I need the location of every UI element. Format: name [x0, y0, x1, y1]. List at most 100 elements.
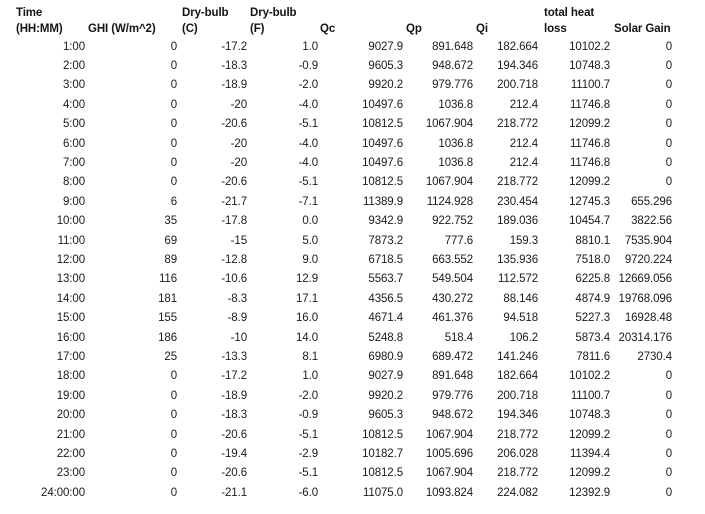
cell-drybulb_f: -5.1: [298, 467, 319, 480]
cell-ghi: 35: [164, 215, 177, 228]
cell-drybulb_c: -20: [230, 157, 247, 170]
cell-drybulb_c: -18.3: [221, 60, 247, 73]
cell-qc: 11075.0: [362, 486, 403, 499]
table-row: 8:00 0 -20.6 -5.1 10812.5 1067.904 218.772 1209…: [0, 173, 672, 192]
cell-qp: 979.776: [432, 389, 473, 402]
cell-time: 15:00: [56, 312, 85, 325]
cell-qp: 979.776: [432, 79, 473, 92]
table-row: 16:00 186 -10 14.0 5248.8 518.4 106.2 5873.4 203…: [0, 328, 672, 347]
cell-ghi: 25: [164, 350, 177, 363]
cell-ghi: 0: [170, 467, 177, 480]
cell-ghi: 0: [170, 389, 177, 402]
cell-qi: 194.346: [497, 409, 538, 422]
cell-drybulb_c: -20.6: [221, 428, 247, 441]
cell-drybulb_c: -17.8: [221, 215, 247, 228]
cell-drybulb_f: -4.0: [298, 157, 319, 170]
cell-qc: 9027.9: [368, 370, 403, 383]
table-row: 9:00 6 -21.7 -7.1 11389.9 1124.928 230.454 1274…: [0, 192, 672, 211]
cell-solar_gain: 9720.224: [624, 253, 672, 266]
cell-qi: 200.718: [497, 79, 538, 92]
table-row: 7:00 0 -20 -4.0 10497.6 1036.8 212.4 11746.8 0: [0, 153, 672, 172]
cell-qp: 1036.8: [438, 157, 473, 170]
cell-drybulb_f: -5.1: [298, 176, 319, 189]
cell-time: 1:00: [63, 40, 85, 53]
cell-solar_gain: 16928.48: [624, 312, 672, 325]
table-row: 3:00 0 -18.9 -2.0 9920.2 979.776 200.718 11100.…: [0, 76, 672, 95]
cell-total_heat_loss: 11746.8: [569, 157, 610, 170]
cell-ghi: 0: [170, 447, 177, 460]
cell-time: 13:00: [56, 273, 85, 286]
cell-total_heat_loss: 10102.2: [569, 40, 610, 53]
cell-drybulb_c: -19.4: [221, 447, 247, 460]
cell-time: 22:00: [56, 447, 85, 460]
cell-solar_gain: 0: [665, 40, 672, 53]
cell-qi: 212.4: [509, 137, 538, 150]
cell-qi: 94.518: [503, 312, 538, 325]
cell-total_heat_loss: 12745.3: [569, 195, 610, 208]
table-row: 20:00 0 -18.3 -0.9 9605.3 948.672 194.346 10748…: [0, 405, 672, 424]
cell-qc: 6718.5: [368, 253, 403, 266]
cell-solar_gain: 12669.056: [618, 273, 673, 286]
cell-total_heat_loss: 12099.2: [569, 428, 610, 441]
cell-qp: 1093.824: [425, 486, 473, 499]
cell-qi: 218.772: [497, 176, 538, 189]
cell-solar_gain: 0: [665, 409, 672, 422]
cell-qp: 1124.928: [426, 195, 473, 208]
cell-total_heat_loss: 12392.9: [569, 486, 610, 499]
cell-total_heat_loss: 6225.8: [575, 273, 610, 286]
cell-solar_gain: 2730.4: [637, 350, 672, 363]
cell-time: 18:00: [56, 370, 85, 383]
cell-solar_gain: 3822.56: [631, 215, 672, 228]
cell-qi: 212.4: [509, 157, 538, 170]
cell-total_heat_loss: 10748.3: [569, 60, 610, 73]
table-row: 13:00 116 -10.6 12.9 5563.7 549.504 112.572 622…: [0, 270, 672, 289]
cell-qi: 206.028: [497, 447, 538, 460]
cell-time: 9:00: [63, 195, 85, 208]
cell-drybulb_c: -13.3: [221, 350, 247, 363]
header-row-line2: (HH:MM) GHI (W/m^2) (C) (F) Qc Qp Qi loss Solar …: [0, 21, 672, 37]
cell-drybulb_c: -18.3: [221, 409, 247, 422]
cell-ghi: 0: [170, 157, 177, 170]
column-header-total_heat_loss-line2: loss: [544, 23, 567, 35]
cell-ghi: 155: [158, 312, 177, 325]
cell-solar_gain: 0: [665, 370, 672, 383]
cell-qp: 1067.904: [425, 428, 473, 441]
column-header-drybulb_c-line2: (C): [182, 23, 198, 35]
cell-time: 24:00:00: [41, 486, 85, 499]
column-header-time-line1: Time: [16, 7, 43, 19]
cell-qp: 518.4: [444, 331, 473, 344]
cell-solar_gain: 0: [665, 486, 672, 499]
table-row: 5:00 0 -20.6 -5.1 10812.5 1067.904 218.772 1209…: [0, 115, 672, 134]
cell-ghi: 0: [170, 98, 177, 111]
table-row: 12:00 89 -12.8 9.0 6718.5 663.552 135.936 7518.…: [0, 250, 672, 269]
cell-drybulb_c: -17.2: [221, 40, 247, 53]
cell-qi: 159.3: [509, 234, 538, 247]
cell-qi: 182.664: [497, 370, 538, 383]
cell-solar_gain: 0: [665, 60, 672, 73]
header-row-line1: Time Dry-bulb Dry-bulb total heat: [0, 5, 672, 21]
cell-drybulb_c: -18.9: [221, 79, 247, 92]
column-header-ghi-line2: GHI (W/m^2): [88, 23, 156, 35]
cell-qc: 7873.2: [368, 234, 403, 247]
cell-time: 7:00: [63, 157, 85, 170]
column-header-qp-line2: Qp: [406, 23, 422, 35]
cell-drybulb_c: -17.2: [221, 370, 247, 383]
cell-drybulb_c: -12.8: [221, 253, 247, 266]
cell-drybulb_f: -7.1: [298, 195, 319, 208]
table-row: 14:00 181 -8.3 17.1 4356.5 430.272 88.146 4874.…: [0, 289, 672, 308]
column-header-solar_gain-line2: Solar Gain: [614, 23, 671, 35]
cell-solar_gain: 0: [665, 176, 672, 189]
cell-solar_gain: 0: [665, 447, 672, 460]
cell-total_heat_loss: 12099.2: [569, 467, 610, 480]
cell-qi: 141.246: [497, 350, 538, 363]
column-header-qi-line1: [473, 5, 538, 21]
spreadsheet-table-view: Time Dry-bulb Dry-bulb total heat (HH:MM) GH…: [0, 5, 705, 514]
cell-time: 20:00: [56, 409, 85, 422]
cell-drybulb_c: -15: [230, 234, 247, 247]
column-header-ghi-line1: [85, 5, 177, 21]
cell-qc: 6980.9: [368, 350, 403, 363]
cell-qc: 11389.9: [362, 195, 403, 208]
cell-drybulb_f: 17.1: [296, 292, 318, 305]
cell-qc: 9605.3: [368, 409, 403, 422]
cell-qc: 9342.9: [368, 215, 403, 228]
